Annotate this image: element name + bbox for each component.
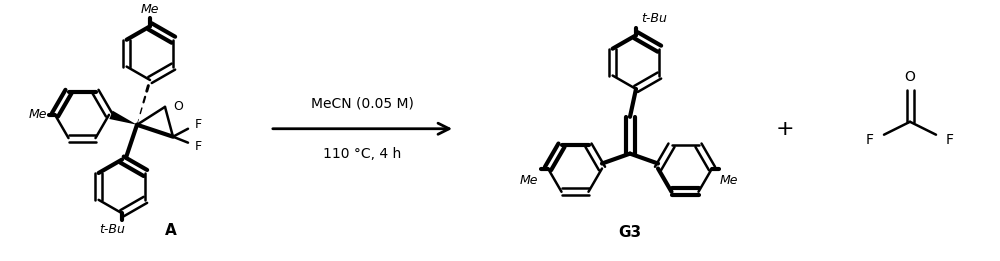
Text: Me: Me bbox=[28, 108, 47, 121]
Text: Me: Me bbox=[720, 174, 738, 187]
Text: Me: Me bbox=[141, 3, 159, 16]
Text: F: F bbox=[195, 140, 202, 153]
Text: +: + bbox=[776, 119, 794, 139]
Text: t-Bu: t-Bu bbox=[99, 223, 125, 236]
Text: Me: Me bbox=[520, 174, 538, 187]
Polygon shape bbox=[109, 111, 137, 125]
Text: O: O bbox=[173, 100, 183, 113]
Text: A: A bbox=[165, 223, 177, 238]
Text: G3: G3 bbox=[618, 225, 642, 240]
Text: F: F bbox=[946, 133, 954, 147]
Text: MeCN (0.05 M): MeCN (0.05 M) bbox=[311, 97, 414, 111]
Text: F: F bbox=[866, 133, 874, 147]
Text: t-Bu: t-Bu bbox=[641, 12, 667, 25]
Text: O: O bbox=[905, 70, 915, 84]
Text: 110 °C, 4 h: 110 °C, 4 h bbox=[323, 147, 402, 161]
Text: F: F bbox=[195, 118, 202, 131]
